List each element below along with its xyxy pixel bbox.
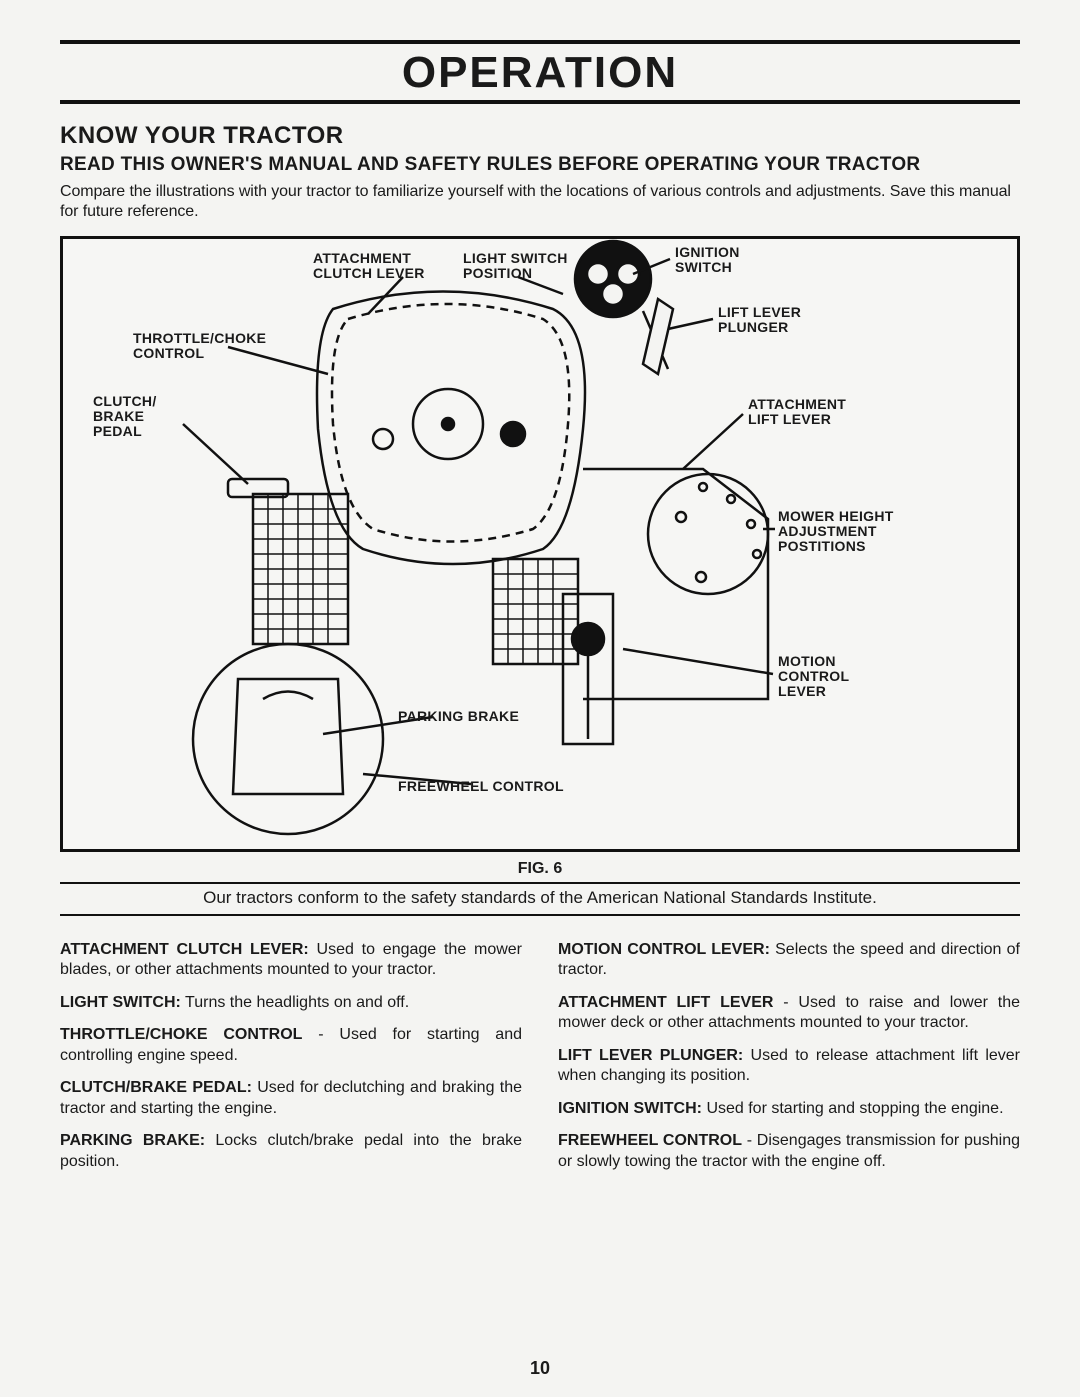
def-throttle-choke: THROTTLE/CHOKE CONTROL - Used for starti… xyxy=(60,1025,522,1066)
callout-mower-height: MOWER HEIGHT ADJUSTMENT POSTITIONS xyxy=(778,509,894,554)
section-heading: KNOW YOUR TRACTOR xyxy=(60,122,1020,150)
subsection-heading: READ THIS OWNER'S MANUAL AND SAFETY RULE… xyxy=(60,154,1020,176)
callout-attachment-clutch-lever: ATTACHMENT CLUTCH LEVER xyxy=(313,251,425,281)
definitions-columns: ATTACHMENT CLUTCH LEVER: Used to engage … xyxy=(60,940,1020,1184)
definitions-right-column: MOTION CONTROL LEVER: Selects the speed … xyxy=(558,940,1020,1184)
callout-motion-control-lever: MOTION CONTROL LEVER xyxy=(778,654,849,699)
def-light-switch: LIGHT SWITCH: Turns the headlights on an… xyxy=(60,993,522,1013)
callout-ignition-switch: IGNITION SWITCH xyxy=(675,245,740,275)
conformance-note: Our tractors conform to the safety stand… xyxy=(60,888,1020,916)
top-rule-1 xyxy=(60,40,1020,44)
def-motion-control-lever: MOTION CONTROL LEVER: Selects the speed … xyxy=(558,940,1020,981)
def-lift-lever-plunger: LIFT LEVER PLUNGER: Used to release atta… xyxy=(558,1046,1020,1087)
callout-throttle-choke: THROTTLE/CHOKE CONTROL xyxy=(133,331,266,361)
tractor-diagram-box: ATTACHMENT CLUTCH LEVER LIGHT SWITCH POS… xyxy=(60,236,1020,852)
def-attachment-clutch-lever: ATTACHMENT CLUTCH LEVER: Used to engage … xyxy=(60,940,522,981)
callout-freewheel-control: FREEWHEEL CONTROL xyxy=(398,779,564,794)
figure-caption: FIG. 6 xyxy=(60,860,1020,878)
def-clutch-brake-pedal: CLUTCH/BRAKE PEDAL: Used for declutching… xyxy=(60,1078,522,1119)
page-number: 10 xyxy=(0,1358,1080,1379)
definitions-left-column: ATTACHMENT CLUTCH LEVER: Used to engage … xyxy=(60,940,522,1184)
callout-light-switch-position: LIGHT SWITCH POSITION xyxy=(463,251,568,281)
manual-page: OPERATION KNOW YOUR TRACTOR READ THIS OW… xyxy=(0,0,1080,1397)
def-attachment-lift-lever: ATTACHMENT LIFT LEVER - Used to raise an… xyxy=(558,993,1020,1034)
callout-lift-lever-plunger: LIFT LEVER PLUNGER xyxy=(718,305,801,335)
intro-paragraph: Compare the illustrations with your trac… xyxy=(60,182,1020,222)
callout-parking-brake: PARKING BRAKE xyxy=(398,709,519,724)
top-rule-2 xyxy=(60,100,1020,104)
def-freewheel-control: FREEWHEEL CONTROL - Disengages transmiss… xyxy=(558,1131,1020,1172)
callout-attachment-lift-lever: ATTACHMENT LIFT LEVER xyxy=(748,397,846,427)
page-title: OPERATION xyxy=(60,48,1020,98)
conformance-rule-top xyxy=(60,882,1020,884)
def-parking-brake: PARKING BRAKE: Locks clutch/brake pedal … xyxy=(60,1131,522,1172)
callout-clutch-brake-pedal: CLUTCH/ BRAKE PEDAL xyxy=(93,394,157,439)
def-ignition-switch: IGNITION SWITCH: Used for starting and s… xyxy=(558,1099,1020,1119)
